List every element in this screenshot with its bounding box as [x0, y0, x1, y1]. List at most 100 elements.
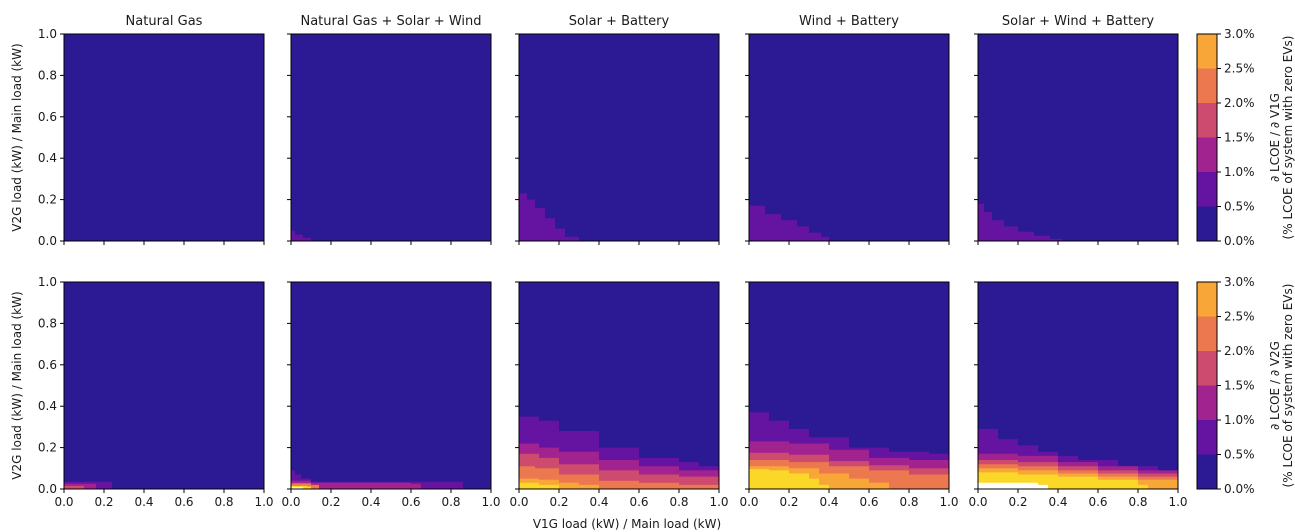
colorbar-segment: [1197, 282, 1217, 317]
colorbar-label: ∂ LCOE / ∂ V1G: [1268, 93, 1282, 182]
colorbar-segment: [1197, 137, 1217, 172]
x-tick-label: 0.2: [779, 495, 798, 509]
x-tick-label: 0.4: [134, 495, 153, 509]
colorbar-segment: [1197, 420, 1217, 455]
y-tick-label: 0.4: [38, 151, 57, 165]
contour-band-level-6: [749, 469, 829, 489]
colorbars-layer: 0.0% 0.5% 1.0% 1.5% 2.0% 2.5% 3.0% ∂ LCOE / ∂ V…: [1196, 27, 1295, 496]
panel-r2-c3: 0.0 0.2 0.4 0.6 0.8 1.0: [509, 281, 729, 509]
contour-band-level-1: [978, 203, 1062, 241]
colorbar-segment: [1197, 34, 1217, 69]
column-title: Natural Gas: [126, 14, 203, 29]
contour-band-level-6: [519, 482, 559, 489]
colorbar-tick-label: 1.0%: [1224, 165, 1255, 179]
colorbar-segment: [1197, 385, 1217, 420]
colorbar-tick-label: 1.0%: [1224, 413, 1255, 427]
colorbar-tick-label: 0.5%: [1224, 448, 1255, 462]
y-tick-label: 0.6: [38, 110, 57, 124]
panel-frame: [290, 281, 492, 490]
panel-frame: [63, 33, 265, 242]
panel-frame: [290, 33, 492, 242]
colorbar-tick-label: 0.0%: [1224, 234, 1255, 248]
panel-r2-c4: 0.0 0.2 0.4 0.6 0.8 1.0: [739, 281, 959, 509]
colorbar-tick-label: 3.0%: [1224, 27, 1255, 41]
x-tick-label: 0.4: [589, 495, 608, 509]
colorbar-tick-label: 2.5%: [1224, 62, 1255, 76]
y-axis-label: V2G load (kW) / Main load (kW): [10, 291, 24, 479]
x-tick-label: 0.6: [1088, 495, 1107, 509]
colorbar-label: ∂ LCOE / ∂ V2G: [1268, 341, 1282, 430]
colorbar-tick-label: 0.5%: [1224, 200, 1255, 214]
x-tick-label: 0.8: [1128, 495, 1147, 509]
x-axis-label: V1G load (kW) / Main load (kW): [533, 517, 721, 531]
x-tick-label: 1.0: [1168, 495, 1187, 509]
colorbar-segment: [1197, 351, 1217, 386]
y-tick-label: 0.2: [38, 441, 57, 455]
x-tick-label: 1.0: [939, 495, 958, 509]
panel-background: [64, 282, 264, 489]
panel-background: [978, 34, 1178, 241]
y-tick-label: 1.0: [38, 275, 57, 289]
y-tick-label: 1.0: [38, 27, 57, 41]
contour-band-level-2: [291, 480, 421, 489]
x-tick-label: 0.8: [214, 495, 233, 509]
y-tick-label: 0.8: [38, 316, 57, 330]
x-tick-label: 0.0: [281, 495, 300, 509]
x-tick-label: 0.6: [859, 495, 878, 509]
panel-frame: [748, 33, 950, 242]
panel-r2-c5: 0.0 0.2 0.4 0.6 0.8 1.0: [968, 281, 1188, 509]
panel-frame: [977, 281, 1179, 490]
colorbar-tick-label: 3.0%: [1224, 275, 1255, 289]
panel-background: [64, 34, 264, 241]
x-tick-label: 0.6: [174, 495, 193, 509]
panel-r1-c1: 0.0 0.2 0.4 0.6 0.8 1.0 Natural Gas V2G load (k…: [10, 14, 265, 248]
panel-background: [749, 34, 949, 241]
y-tick-label: 0.4: [38, 399, 57, 413]
x-tick-label: 0.0: [739, 495, 758, 509]
x-tick-label: 0.2: [549, 495, 568, 509]
colorbar-sublabel: (% LCOE of system with zero EVs): [1281, 284, 1295, 488]
colorbar-tick-label: 2.0%: [1224, 344, 1255, 358]
x-tick-label: 0.0: [54, 495, 73, 509]
colorbar-tick-label: 2.5%: [1224, 310, 1255, 324]
panel-frame: [518, 33, 720, 242]
panel-r2-c1: 0.00.0 0.2 0.2 0.4 0.4 0.6 0.6 0.8 0.8 1.0 1.0 V2G …: [10, 275, 274, 509]
panel-r1-c3: Solar + Battery: [515, 14, 720, 245]
column-title: Solar + Wind + Battery: [1002, 14, 1155, 29]
colorbar-segment: [1197, 68, 1217, 103]
x-tick-label: 1.0: [481, 495, 500, 509]
panel-frame: [748, 281, 950, 490]
x-tick-label: 0.6: [401, 495, 420, 509]
y-tick-label: 0.2: [38, 193, 57, 207]
contour-band-level-1: [291, 230, 311, 241]
x-tick-label: 0.4: [819, 495, 838, 509]
y-tick-label: 0.8: [38, 68, 57, 82]
colorbar-tick-label: 2.0%: [1224, 96, 1255, 110]
colorbar-sublabel: (% LCOE of system with zero EVs): [1281, 36, 1295, 240]
panel-r1-c5: Solar + Wind + Battery: [974, 14, 1179, 245]
colorbar-segment: [1197, 316, 1217, 351]
colorbar-segment: [1197, 172, 1217, 207]
x-tick-label: 1.0: [254, 495, 273, 509]
panel-background: [519, 34, 719, 241]
panel-r1-c4: Wind + Battery: [745, 14, 950, 245]
y-tick-label: 0.0: [38, 234, 57, 248]
x-tick-label: 0.2: [321, 495, 340, 509]
contour-band-level-7: [978, 482, 1048, 489]
colorbar-tick-label: 1.5%: [1224, 131, 1255, 145]
panel-frame: [518, 281, 720, 490]
panel-background: [291, 282, 491, 489]
panel-r2-c2: 0.0 0.2 0.4 0.6 0.8 1.0: [281, 281, 501, 509]
contour-band-level-3: [64, 485, 84, 489]
x-tick-label: 0.6: [629, 495, 648, 509]
x-tick-label: 0.8: [899, 495, 918, 509]
contour-band-level-1: [519, 193, 579, 241]
panel-background: [291, 34, 491, 241]
panel-frame: [977, 33, 1179, 242]
colorbar-row-1: 0.0% 0.5% 1.0% 1.5% 2.0% 2.5% 3.0% ∂ LCOE / ∂ V…: [1196, 27, 1295, 248]
y-tick-label: 0.0: [38, 482, 57, 496]
colorbar-tick-label: 1.5%: [1224, 379, 1255, 393]
x-tick-label: 0.4: [1048, 495, 1067, 509]
colorbar-segment: [1197, 454, 1217, 489]
